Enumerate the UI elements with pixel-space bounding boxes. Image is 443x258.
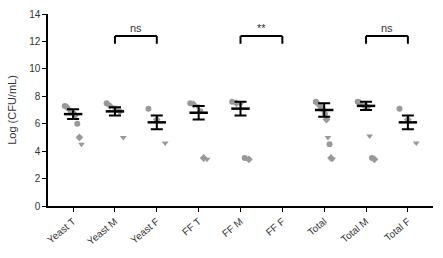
- svg-text:Total F: Total F: [382, 216, 412, 244]
- svg-text:8: 8: [35, 91, 41, 102]
- svg-text:ns: ns: [130, 22, 142, 34]
- svg-text:Log (CFU/mL): Log (CFU/mL): [6, 75, 18, 145]
- svg-text:10: 10: [29, 63, 41, 74]
- svg-text:FF F: FF F: [264, 216, 287, 238]
- svg-text:14: 14: [29, 9, 41, 20]
- svg-text:0: 0: [35, 201, 41, 212]
- svg-text:**: **: [257, 22, 266, 34]
- svg-text:FF M: FF M: [220, 216, 245, 239]
- svg-text:2: 2: [35, 173, 41, 184]
- svg-text:Total: Total: [305, 216, 328, 238]
- svg-text:Yeast M: Yeast M: [85, 216, 119, 247]
- svg-text:Yeast T: Yeast T: [45, 216, 78, 246]
- svg-text:Yeast F: Yeast F: [129, 216, 162, 246]
- svg-text:12: 12: [29, 36, 41, 47]
- svg-text:Total M: Total M: [339, 216, 371, 245]
- svg-text:ns: ns: [381, 22, 393, 34]
- svg-text:4: 4: [35, 146, 41, 157]
- svg-text:FF T: FF T: [180, 216, 203, 238]
- svg-text:6: 6: [35, 118, 41, 129]
